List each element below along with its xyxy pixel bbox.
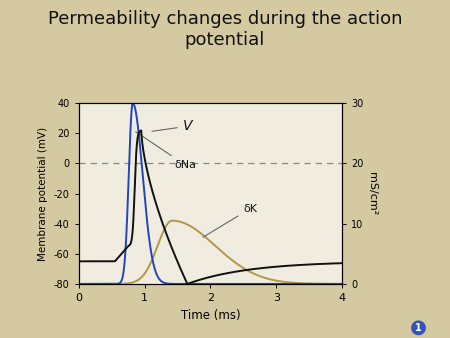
Text: δNa: δNa (136, 132, 196, 170)
X-axis label: Time (ms): Time (ms) (180, 309, 240, 321)
Y-axis label: Membrane potential (mV): Membrane potential (mV) (38, 126, 48, 261)
Text: 1: 1 (415, 323, 422, 333)
Text: Permeability changes during the action
potential: Permeability changes during the action p… (48, 10, 402, 49)
Text: δK: δK (203, 203, 257, 237)
Y-axis label: mS/cm²: mS/cm² (367, 172, 377, 215)
Text: V: V (152, 119, 192, 133)
